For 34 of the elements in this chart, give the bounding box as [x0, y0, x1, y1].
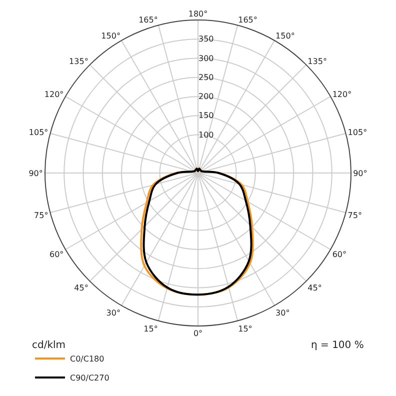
legend-label: C0/C180 — [70, 354, 104, 364]
y-tick-label: 350 — [198, 34, 214, 44]
spoke-label: 135° — [69, 57, 88, 66]
spoke-label: 45° — [74, 283, 88, 292]
text: cd/klm — [32, 340, 66, 351]
spoke-label: 15° — [238, 324, 252, 334]
spoke-label: 75° — [348, 210, 362, 220]
spoke-label: 135° — [308, 57, 327, 66]
spoke-label: 105° — [28, 128, 48, 138]
legend-label: C90/C270 — [70, 374, 110, 383]
spoke-label: 120° — [44, 90, 64, 100]
spoke-label: 105° — [348, 128, 368, 138]
y-tick-label: 100 — [198, 130, 214, 140]
spoke-label: 15° — [144, 324, 158, 334]
y-tick-label: 150 — [198, 111, 214, 120]
y-tick-label: 200 — [198, 92, 214, 102]
text: η = 100 % — [311, 340, 364, 351]
spoke-label: 75° — [34, 210, 48, 220]
spoke-label: 90° — [353, 168, 368, 178]
spoke-label: 180° — [188, 9, 208, 18]
spoke-label: 30° — [106, 308, 120, 318]
spoke-label: 30° — [276, 308, 290, 318]
spoke-label: 150° — [101, 32, 120, 41]
spoke-label: 165° — [138, 15, 158, 24]
y-tick-label: 250 — [198, 72, 214, 82]
spoke-label: 90° — [28, 168, 43, 178]
spoke-label: 0° — [193, 329, 203, 338]
y-tick-label: 300 — [198, 54, 214, 63]
spoke-label: 165° — [238, 15, 258, 24]
spoke-label: 60° — [332, 250, 347, 259]
spoke-label: 120° — [332, 90, 352, 100]
spoke-label: 150° — [276, 32, 295, 41]
spoke-label: 45° — [308, 283, 322, 292]
spoke-label: 60° — [49, 250, 64, 259]
